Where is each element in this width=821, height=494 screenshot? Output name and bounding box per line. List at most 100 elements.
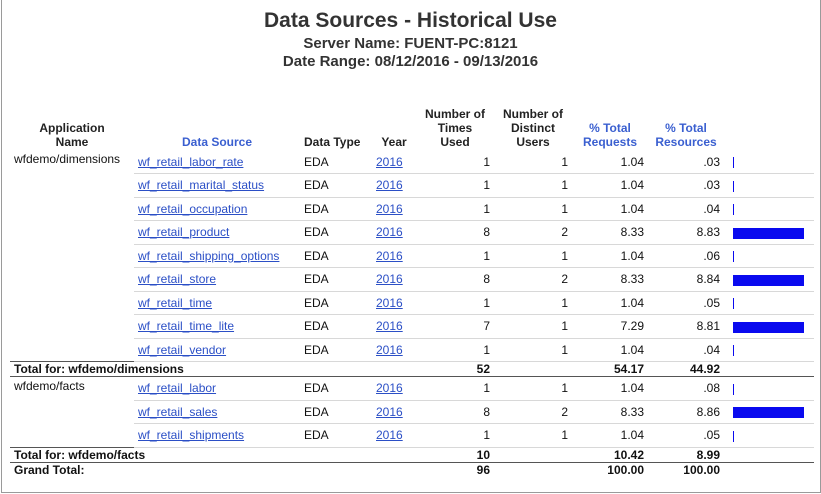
times-used: 1 — [416, 291, 494, 315]
data-source-link[interactable]: wf_retail_occupation — [138, 201, 248, 216]
year-link[interactable]: 2016 — [376, 201, 403, 216]
data-source-link[interactable]: wf_retail_labor — [138, 381, 217, 396]
year-cell: 2016 — [372, 220, 416, 245]
resource-bar — [733, 180, 734, 192]
col-bar — [724, 104, 814, 150]
pct-requests: 1.04 — [572, 338, 648, 362]
resource-bar-cell — [724, 376, 814, 401]
year-link[interactable]: 2016 — [376, 178, 403, 193]
year-link[interactable]: 2016 — [376, 248, 403, 263]
distinct-users: 1 — [494, 314, 572, 339]
year-link[interactable]: 2016 — [376, 295, 403, 310]
group-total-bar — [724, 361, 814, 377]
resource-bar — [733, 298, 734, 310]
year-link[interactable]: 2016 — [376, 272, 403, 287]
data-source-cell: wf_retail_product — [134, 220, 300, 245]
pct-resources: 8.83 — [648, 220, 724, 245]
year-link[interactable]: 2016 — [376, 381, 403, 396]
data-source-link[interactable]: wf_retail_labor_rate — [138, 154, 244, 169]
data-source-link[interactable]: wf_retail_product — [138, 225, 230, 240]
data-source-cell: wf_retail_time — [134, 291, 300, 315]
date-range: 08/12/2016 - 09/13/2016 — [374, 53, 539, 70]
application-name — [10, 174, 134, 198]
data-source-link[interactable]: wf_retail_shipments — [138, 428, 245, 443]
application-name — [10, 221, 134, 245]
year-link[interactable]: 2016 — [376, 319, 403, 334]
data-source-cell: wf_retail_occupation — [134, 197, 300, 221]
data-type: EDA — [300, 314, 372, 339]
distinct-users: 1 — [494, 244, 572, 268]
grand-total-requests: 100.00 — [572, 461, 648, 477]
resource-bar — [733, 204, 734, 216]
table-row: wf_retail_vendor EDA 2016 1 1 1.04.04 — [10, 338, 814, 362]
group-total-resources: 8.99 — [648, 446, 724, 463]
data-source-link[interactable]: wf_retail_marital_status — [138, 178, 265, 193]
distinct-users: 1 — [494, 376, 572, 401]
col-pct-resources[interactable]: % Total Resources — [655, 121, 717, 149]
pct-resources: 8.84 — [648, 267, 724, 292]
resource-bar-cell — [724, 291, 814, 315]
pct-requests: 7.29 — [572, 314, 648, 339]
pct-resources: 8.86 — [648, 400, 724, 424]
data-source-cell: wf_retail_shipments — [134, 423, 300, 448]
data-source-link[interactable]: wf_retail_sales — [138, 404, 218, 419]
resource-bar-cell — [724, 400, 814, 424]
application-name — [10, 244, 134, 268]
pct-resources: .03 — [648, 150, 724, 174]
data-source-link[interactable]: wf_retail_time — [138, 295, 213, 310]
group-total-times: 10 — [416, 446, 494, 463]
server-name-line: Server Name: FUENT-PC:8121 — [0, 35, 821, 52]
year-link[interactable]: 2016 — [376, 154, 403, 169]
data-source-cell: wf_retail_vendor — [134, 338, 300, 362]
pct-resources: .04 — [648, 338, 724, 362]
data-sources-table: Application Name Data Source Data Type Ye… — [10, 104, 814, 477]
group-total-label: Total for: wfdemo/dimensions — [10, 361, 416, 377]
col-data-source[interactable]: Data Source — [181, 135, 253, 149]
group-total-users — [494, 361, 572, 377]
data-type: EDA — [300, 220, 372, 245]
resource-bar-cell — [724, 267, 814, 292]
data-source-link[interactable]: wf_retail_store — [138, 272, 217, 287]
year-cell: 2016 — [372, 173, 416, 198]
application-name — [10, 400, 134, 424]
year-cell: 2016 — [372, 197, 416, 221]
resource-bar — [733, 383, 734, 395]
distinct-users: 2 — [494, 400, 572, 424]
resource-bar — [733, 251, 734, 263]
times-used: 7 — [416, 314, 494, 339]
year-link[interactable]: 2016 — [376, 428, 403, 443]
application-name: wfdemo/dimensions — [14, 152, 121, 166]
pct-resources: .06 — [648, 244, 724, 268]
times-used: 1 — [416, 197, 494, 221]
resource-bar-cell — [724, 423, 814, 448]
times-used: 8 — [416, 267, 494, 292]
year-link[interactable]: 2016 — [376, 404, 403, 419]
data-source-link[interactable]: wf_retail_vendor — [138, 342, 227, 357]
distinct-users: 1 — [494, 291, 572, 315]
table-row: wf_retail_product EDA 2016 8 2 8.33 8.83 — [10, 220, 814, 245]
resource-bar-cell — [724, 220, 814, 245]
application-name — [10, 424, 134, 448]
group-total-row: Total for: wfdemo/dimensions 52 54.17 44.92 — [10, 361, 814, 377]
col-distinct-users: Number of Distinct Users — [503, 107, 563, 149]
distinct-users: 1 — [494, 338, 572, 362]
data-source-link[interactable]: wf_retail_time_lite — [138, 319, 235, 334]
table-row: wf_retail_occupation EDA 2016 1 1 1.04.04 — [10, 197, 814, 221]
data-source-cell: wf_retail_marital_status — [134, 173, 300, 198]
data-source-link[interactable]: wf_retail_shipping_options — [138, 248, 280, 263]
distinct-users: 2 — [494, 267, 572, 292]
pct-requests: 1.04 — [572, 291, 648, 315]
group-total-requests: 10.42 — [572, 446, 648, 463]
year-link[interactable]: 2016 — [376, 225, 403, 240]
group-total-times: 52 — [416, 361, 494, 377]
times-used: 1 — [416, 244, 494, 268]
times-used: 1 — [416, 173, 494, 198]
pct-requests: 1.04 — [572, 376, 648, 401]
resource-bar — [733, 156, 734, 168]
application-name — [10, 338, 134, 362]
col-pct-requests[interactable]: % Total Requests — [582, 121, 638, 149]
grand-total-users — [494, 461, 572, 477]
year-link[interactable]: 2016 — [376, 342, 403, 357]
resource-bar-cell — [724, 338, 814, 362]
pct-requests: 8.33 — [572, 267, 648, 292]
